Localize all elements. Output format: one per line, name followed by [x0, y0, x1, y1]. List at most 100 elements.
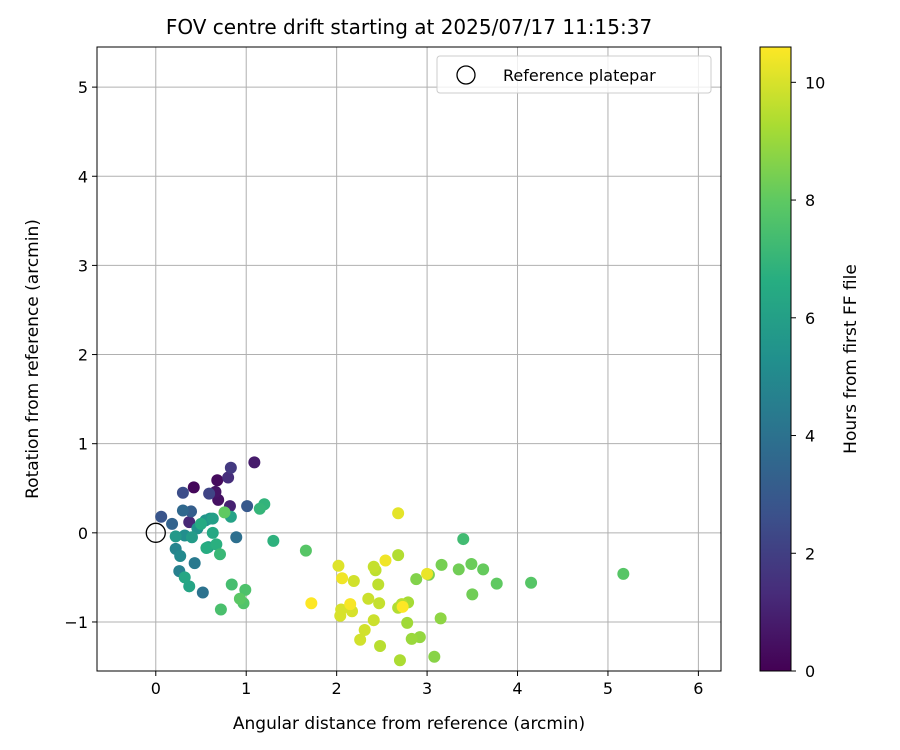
x-axis-label: Angular distance from reference (arcmin) — [233, 714, 585, 734]
data-point — [332, 559, 345, 572]
data-point — [166, 517, 179, 530]
x-tick-label: 3 — [422, 679, 432, 698]
data-point — [211, 474, 224, 487]
y-tick-label: 4 — [78, 167, 88, 186]
x-tick-label: 5 — [603, 679, 613, 698]
data-point — [477, 563, 490, 576]
data-point — [405, 632, 418, 645]
y-tick-label: 2 — [78, 346, 88, 365]
data-point — [396, 600, 409, 613]
data-point — [362, 592, 375, 605]
data-point — [239, 583, 252, 596]
data-point — [374, 640, 387, 653]
colorbar-tick-label: 2 — [805, 544, 815, 563]
data-point — [206, 512, 219, 525]
data-point — [457, 533, 470, 546]
data-point — [354, 633, 367, 646]
data-point — [213, 548, 226, 561]
colorbar-tick-label: 4 — [805, 427, 815, 446]
legend-reference-marker — [456, 65, 476, 85]
data-point — [233, 592, 246, 605]
data-point — [410, 573, 423, 586]
colorbar-label: Hours from first FF file — [841, 264, 861, 454]
y-tick-label: 5 — [78, 78, 88, 97]
x-axis-ticks: 0 1 2 3 4 5 6 — [151, 671, 703, 698]
x-tick-label: 4 — [512, 679, 522, 698]
data-point — [169, 530, 182, 543]
data-point — [525, 576, 538, 589]
data-point — [401, 616, 414, 629]
data-point — [421, 567, 434, 580]
data-point — [222, 471, 235, 484]
colorbar-tick-label: 10 — [805, 73, 825, 92]
data-point — [367, 614, 380, 627]
colorbar-tick-label: 8 — [805, 191, 815, 210]
data-point — [435, 558, 448, 571]
y-tick-label: 1 — [78, 435, 88, 454]
data-point — [347, 574, 360, 587]
data-point — [196, 586, 209, 599]
colorbar — [759, 46, 792, 672]
data-point — [155, 510, 168, 523]
legend-label: Reference platepar — [503, 66, 656, 85]
data-point — [178, 571, 191, 584]
data-point — [248, 456, 261, 469]
data-point — [617, 567, 630, 580]
data-point — [466, 588, 479, 601]
data-point — [185, 531, 198, 544]
data-point — [218, 506, 231, 519]
data-point — [344, 598, 357, 611]
x-tick-label: 1 — [241, 679, 251, 698]
data-point — [176, 504, 189, 517]
data-point — [452, 563, 465, 576]
x-tick-label: 0 — [151, 679, 161, 698]
data-point — [174, 550, 187, 563]
data-point — [392, 549, 405, 562]
data-point — [379, 554, 392, 567]
data-point — [241, 500, 254, 513]
data-point — [203, 487, 216, 500]
data-point — [224, 461, 237, 474]
data-point — [188, 557, 201, 570]
y-tick-label: 3 — [78, 256, 88, 275]
data-point — [267, 534, 280, 547]
data-point — [393, 654, 406, 667]
data-point — [490, 577, 503, 590]
data-point — [183, 580, 196, 593]
colorbar-tick-label: 6 — [805, 309, 815, 328]
colorbar-tick-label: 0 — [805, 662, 815, 681]
x-tick-label: 6 — [693, 679, 703, 698]
data-points — [155, 456, 630, 667]
data-point — [428, 650, 441, 663]
data-point — [230, 531, 243, 544]
plot-frame — [96, 46, 722, 672]
data-point — [305, 597, 318, 610]
data-point — [225, 578, 238, 591]
y-axis-label: Rotation from reference (arcmin) — [23, 219, 43, 499]
legend: Reference platepar — [436, 55, 712, 94]
data-point — [367, 560, 380, 573]
data-point — [206, 526, 219, 539]
chart-title: FOV centre drift starting at 2025/07/17 … — [166, 15, 652, 39]
reference-point — [145, 522, 166, 543]
data-point — [334, 609, 347, 622]
data-point — [176, 486, 189, 499]
colorbar-ticks: 0 2 4 6 8 10 — [791, 73, 825, 681]
data-point — [200, 541, 213, 554]
data-point — [183, 516, 196, 529]
reference-marker — [145, 522, 166, 543]
data-point — [392, 507, 405, 520]
data-point — [373, 597, 386, 610]
x-tick-label: 2 — [332, 679, 342, 698]
data-point — [465, 558, 478, 571]
data-point — [358, 623, 371, 636]
data-point — [434, 612, 447, 625]
legend-box — [436, 55, 712, 94]
y-tick-label: −1 — [64, 613, 88, 632]
y-axis-ticks: −1 0 1 2 3 4 5 — [64, 78, 97, 632]
data-point — [372, 578, 385, 591]
data-point — [187, 481, 200, 494]
data-point — [253, 502, 266, 515]
data-point — [195, 517, 207, 530]
